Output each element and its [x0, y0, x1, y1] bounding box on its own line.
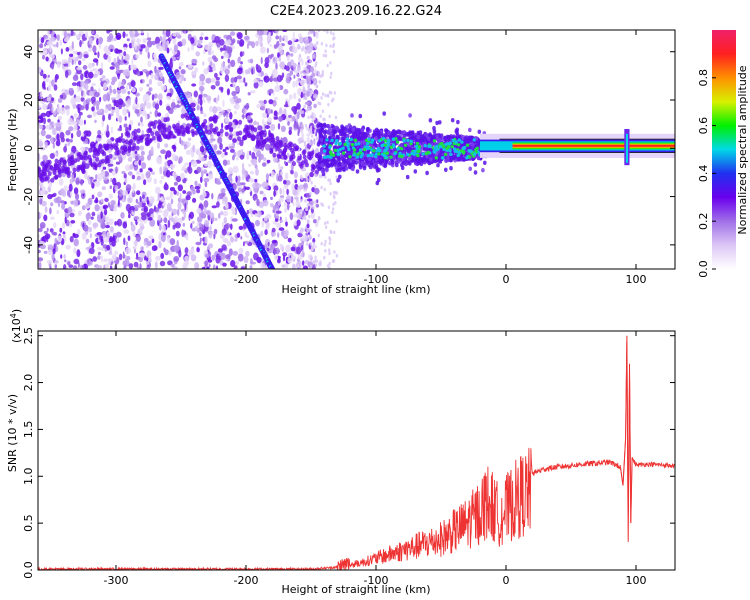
snr-xtick-label: 0	[503, 574, 510, 587]
snr-axes: -300 -200 -100 0 100 0.0 0.5 1.0 1.5 2.0 2.5	[22, 327, 675, 587]
snr-ytick-label: 0.0	[22, 561, 35, 579]
colorbar-tick-label: 0.6	[697, 117, 710, 135]
spectrogram-xtick-label: 100	[626, 273, 647, 286]
spectrogram-ylabel: Frequency (Hz)	[6, 109, 19, 192]
snr-background	[38, 331, 675, 570]
diagonal-trace	[158, 53, 275, 269]
carrier-line-layer	[512, 145, 675, 147]
snr-xlabel: Height of straight line (km)	[281, 583, 430, 596]
noise-band	[38, 112, 320, 183]
snr-xtick-label: -200	[234, 574, 259, 587]
colorbar-tick-label: 0.0	[697, 260, 710, 278]
snr-multiplier-base: (x10	[10, 318, 23, 343]
snr-ytick-label: 1.5	[22, 421, 35, 439]
spike-core	[625, 133, 628, 163]
snr-xtick-label: 100	[626, 574, 647, 587]
snr-ytick-label: 0.5	[22, 514, 35, 532]
colorbar-tick-label: 0.8	[697, 69, 710, 87]
chart-title: C2E4.2023.209.16.22.G24	[270, 4, 442, 19]
snr-frame	[37, 330, 676, 571]
snr-ytick-label: 1.0	[22, 468, 35, 486]
snr-xtick-label: -300	[104, 574, 129, 587]
snr-multiplier: (x104)	[9, 309, 23, 343]
noise-speckles	[38, 30, 339, 269]
spectrogram-xtick-label: -100	[364, 273, 389, 286]
colorbar-label: Normalized spectral amplitude	[736, 65, 749, 234]
spectrogram-xtick-label: 0	[503, 273, 510, 286]
snr-ytick-label: 2.5	[22, 327, 35, 345]
snr-xtick-label: -100	[364, 574, 389, 587]
colorbar-tick-label: 0.2	[697, 212, 710, 230]
spectrogram-marks	[38, 30, 675, 269]
spectrogram-ytick-label: 20	[22, 93, 35, 107]
colorbar: 0.0 0.2 0.4 0.6 0.8 Normalized spectral ampl…	[697, 30, 749, 278]
snr-ylabel: SNR (10 * v/v)	[6, 394, 19, 472]
spectrogram-ytick-label: 40	[22, 45, 35, 59]
spectrogram-xtick-label: -300	[104, 273, 129, 286]
colorbar-tick-label: 0.4	[697, 165, 710, 183]
snr-panel: -300 -200 -100 0 100 0.0 0.5 1.0 1.5 2.0 2.5 Heigh…	[6, 309, 676, 596]
spectrogram-ytick-label: -20	[22, 188, 35, 206]
snr-multiplier-close: )	[10, 309, 23, 313]
spectrogram-xtick-label: -200	[234, 273, 259, 286]
spectrogram-ytick-label: 0	[22, 145, 35, 152]
snr-ytick-label: 2.0	[22, 374, 35, 392]
colorbar-strip	[712, 30, 736, 269]
spectrogram-frame	[37, 29, 676, 270]
snr-spike	[619, 335, 637, 542]
snr-series-line	[38, 341, 675, 570]
snr-multiplier-exponent: 4	[9, 313, 18, 318]
spectrogram-xlabel: Height of straight line (km)	[281, 283, 430, 296]
colorbar-ticks: 0.0 0.2 0.4 0.6 0.8	[697, 69, 716, 278]
snr-marks	[38, 335, 675, 570]
spectrogram-ytick-label: -40	[22, 236, 35, 254]
